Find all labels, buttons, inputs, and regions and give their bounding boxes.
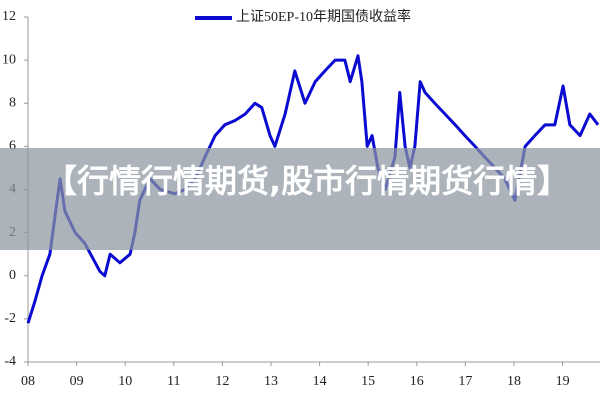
y-tick-label: 0 [9,268,16,283]
x-tick-label: 15 [361,374,375,389]
x-tick-label: 16 [410,374,424,389]
x-tick-label: 10 [118,374,132,389]
x-tick-label: 19 [556,374,570,389]
x-tick-label: 18 [507,374,521,389]
y-tick-label: 6 [9,139,16,154]
x-tick-label: 12 [215,374,229,389]
x-tick-label: 11 [167,374,180,389]
y-tick-label: 8 [9,95,16,110]
y-tick-label: 12 [2,9,16,24]
y-tick-label: 10 [2,52,16,67]
x-tick-label: 09 [70,374,84,389]
y-tick-label: -2 [4,311,16,326]
x-tick-label: 14 [313,374,327,389]
y-tick-label: -4 [4,354,16,369]
banner: 【行情行情期货,股市行情期货行情】 [0,148,600,250]
x-tick-label: 17 [458,374,472,389]
x-tick-label: 13 [264,374,278,389]
x-tick-label: 08 [21,374,35,389]
legend-label: 上证50EP-10年期国债收益率 [236,8,411,25]
banner-text: 【行情行情期货,股市行情期货行情】 [45,162,570,200]
